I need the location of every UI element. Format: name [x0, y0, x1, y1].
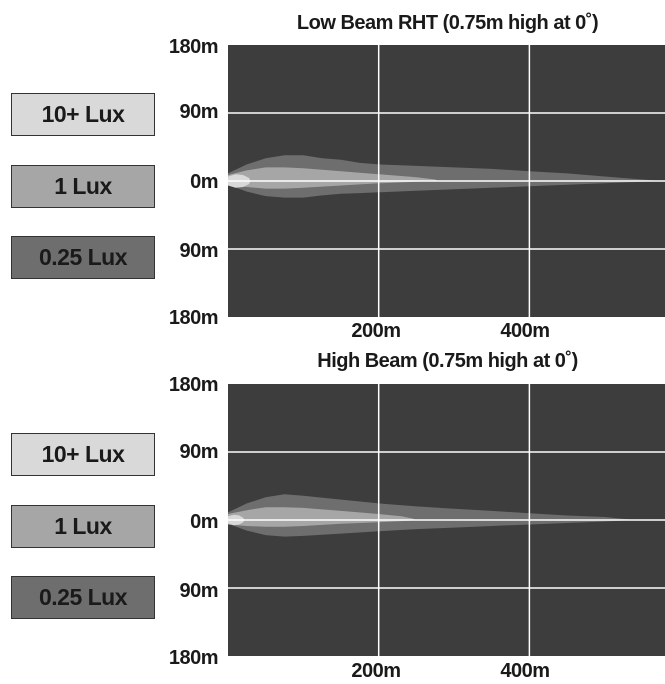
y-tick-label: 90m: [179, 240, 218, 262]
x-tick-label: 200m: [351, 660, 401, 682]
y-tick-label: 0m: [190, 511, 218, 533]
low-beam-chart: Low Beam RHT (0.75m high at 0˚) 10+ Lux …: [11, 12, 665, 342]
chart-title: Low Beam RHT (0.75m high at 0˚): [296, 12, 599, 34]
legend-item-10-lux: 10+ Lux: [11, 433, 155, 476]
y-tick-label: 90m: [179, 441, 218, 463]
isolux-area-1-lux: [228, 167, 439, 189]
x-tick-label: 200m: [351, 320, 401, 342]
x-tick-label: 400m: [500, 320, 550, 342]
isolux-area-0-25-lux: [228, 494, 635, 537]
plot-area: [228, 45, 665, 317]
isolux-area-1-lux: [228, 507, 417, 527]
legend-item-0-25-lux: 0.25 Lux: [11, 576, 155, 619]
y-tick-label: 180m: [168, 307, 219, 329]
high-beam-chart: High Beam (0.75m high at 0˚) 10+ Lux 1 L…: [0, 342, 665, 684]
y-tick-label: 180m: [168, 647, 219, 669]
y-tick-label: 180m: [168, 36, 219, 58]
chart-title: High Beam (0.75m high at 0˚): [317, 350, 578, 372]
y-tick-label: 90m: [179, 580, 218, 602]
legend-item-1-lux: 1 Lux: [11, 505, 155, 548]
legend-item-0-25-lux: 0.25 Lux: [11, 236, 155, 279]
x-tick-label: 400m: [500, 660, 550, 682]
y-tick-label: 180m: [168, 374, 219, 396]
legend-item-10-lux: 10+ Lux: [11, 93, 155, 136]
isolux-area-0-25-lux: [228, 155, 662, 198]
legend-item-1-lux: 1 Lux: [11, 165, 155, 208]
plot-area: [228, 384, 665, 656]
y-tick-label: 0m: [190, 171, 218, 193]
y-tick-label: 90m: [179, 101, 218, 123]
